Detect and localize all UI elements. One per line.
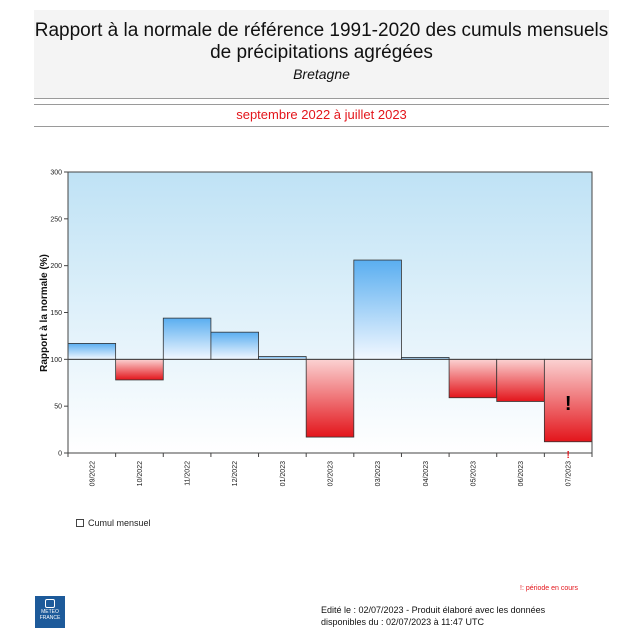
bar-05-2023 xyxy=(448,358,498,399)
y-tick-label: 200 xyxy=(50,263,62,270)
y-tick-label: 150 xyxy=(50,310,62,317)
divider xyxy=(34,104,609,105)
x-tick-label: 11/2022 xyxy=(185,461,192,486)
bar-09-2022 xyxy=(67,343,117,360)
in-progress-axis-marker: ! xyxy=(567,450,570,461)
y-tick-label: 100 xyxy=(50,357,62,364)
y-tick-label: 0 xyxy=(58,451,62,458)
x-tick-label: 12/2022 xyxy=(232,461,239,486)
period-label: septembre 2022 à juillet 2023 xyxy=(236,107,407,122)
legend-label: Cumul mensuel xyxy=(88,518,151,528)
bar-10-2022 xyxy=(115,358,164,381)
bar-01-2023 xyxy=(258,356,307,360)
bar-02-2023 xyxy=(305,358,355,438)
x-tick-label: 06/2023 xyxy=(518,461,525,486)
y-tick-label: 300 xyxy=(50,170,62,177)
legend: Cumul mensuel xyxy=(76,518,151,528)
in-progress-note: !: période en cours xyxy=(520,585,578,592)
legend-swatch xyxy=(76,519,84,527)
bar-07-2023 xyxy=(543,358,593,443)
divider xyxy=(34,126,609,127)
meteo-france-logo: METEO FRANCE xyxy=(35,596,65,628)
x-tick-label: 07/2023 xyxy=(566,461,573,486)
x-tick-label: 01/2023 xyxy=(280,461,287,486)
in-progress-marker: ! xyxy=(565,393,572,415)
x-tick-label: 03/2023 xyxy=(375,461,382,486)
logo-text-line1: METEO xyxy=(41,609,59,615)
bar-06-2023 xyxy=(496,358,545,402)
bar-03-2023 xyxy=(353,259,402,360)
y-tick-label: 50 xyxy=(54,404,62,411)
logo-icon xyxy=(45,599,55,608)
logo-text-line2: FRANCE xyxy=(39,615,61,621)
chart-title: Rapport à la normale de référence 1991-2… xyxy=(34,20,609,63)
y-tick-label: 250 xyxy=(50,216,62,223)
bar-11-2022 xyxy=(162,317,212,360)
x-tick-label: 04/2023 xyxy=(423,461,430,486)
y-axis-label: Rapport à la normale (%) xyxy=(39,254,50,372)
bar-12-2022 xyxy=(210,331,259,360)
chart-subtitle: Bretagne xyxy=(293,66,350,82)
x-tick-label: 02/2023 xyxy=(328,461,335,486)
x-tick-label: 09/2022 xyxy=(89,461,96,486)
header-band xyxy=(34,10,609,99)
footer-text: Edité le : 02/07/2023 - Produit élaboré … xyxy=(321,605,546,627)
x-tick-label: 05/2023 xyxy=(470,461,477,486)
x-tick-label: 10/2022 xyxy=(137,461,144,486)
